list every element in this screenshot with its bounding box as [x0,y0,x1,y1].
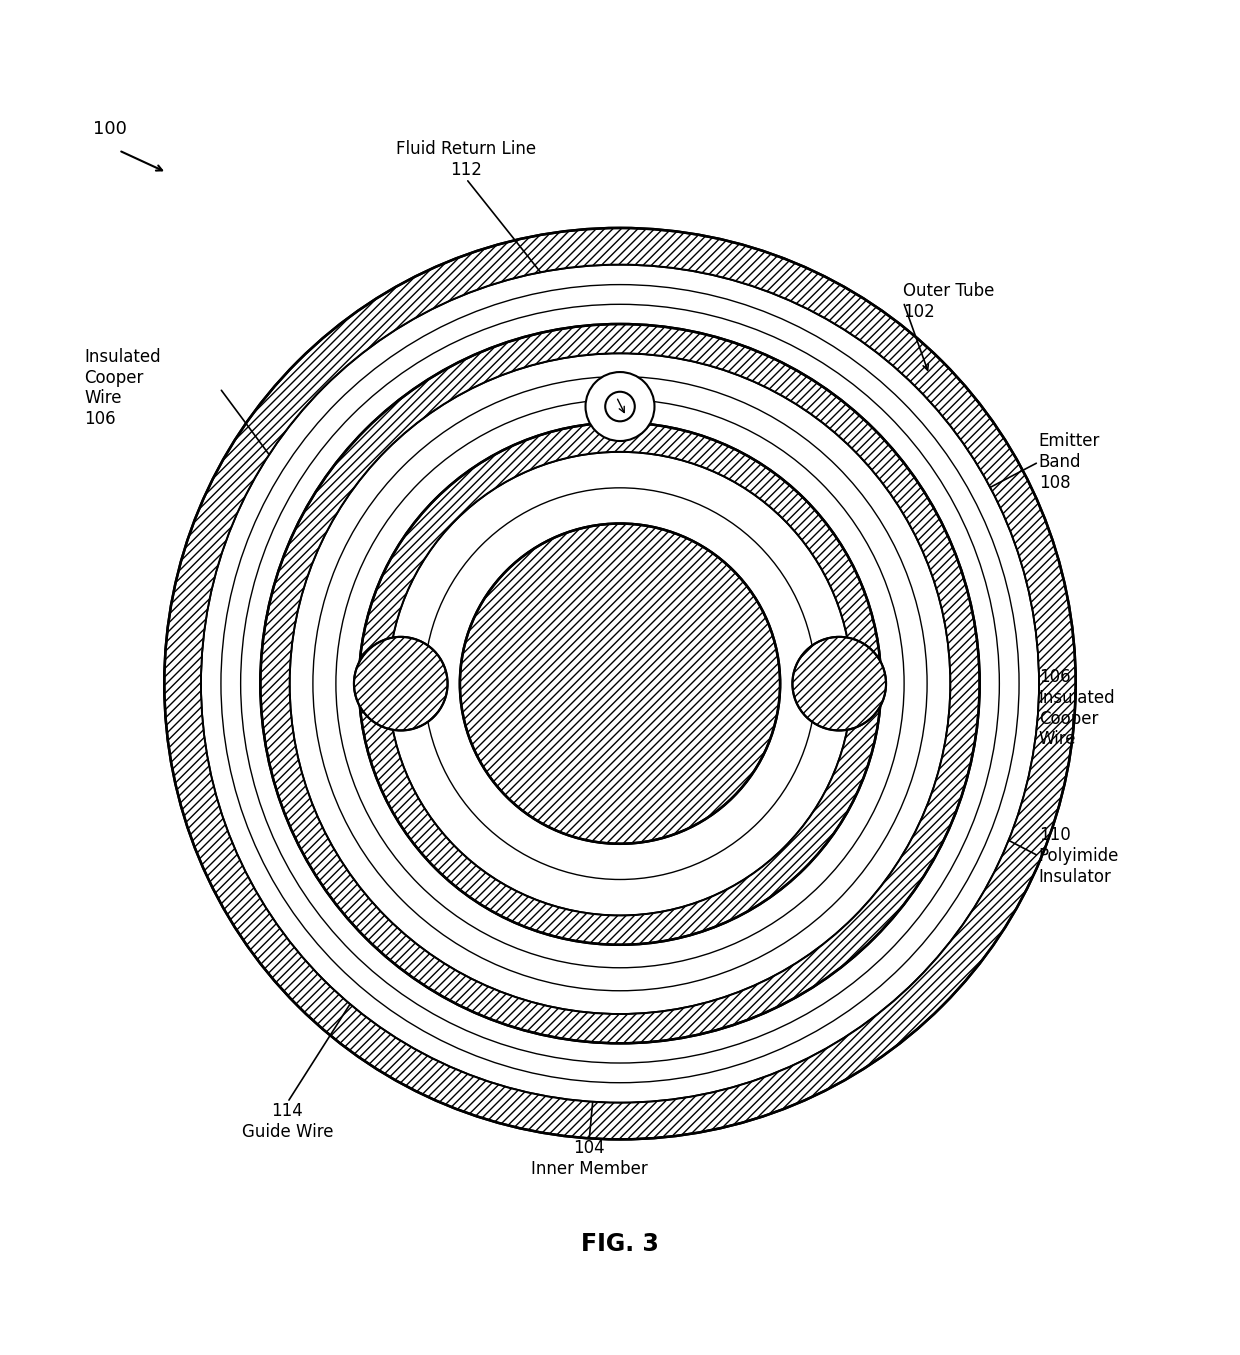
Circle shape [290,354,950,1014]
Text: Fluid Return Line
112: Fluid Return Line 112 [396,140,536,179]
Circle shape [460,523,780,844]
Circle shape [201,264,1039,1103]
Text: Insulated
Cooper
Wire
106: Insulated Cooper Wire 106 [84,348,161,428]
Text: Outer Tube
102: Outer Tube 102 [903,282,994,321]
Circle shape [164,228,1076,1140]
Circle shape [290,354,950,1014]
Text: 104
Inner Member: 104 Inner Member [531,1140,647,1179]
Text: 106
Insulated
Cooper
Wire: 106 Insulated Cooper Wire [1039,668,1116,748]
Circle shape [201,264,1039,1103]
Circle shape [792,637,887,730]
Circle shape [585,373,655,440]
Circle shape [388,453,852,915]
Text: 110
Polyimide
Insulator: 110 Polyimide Insulator [1039,827,1120,886]
Circle shape [388,453,852,915]
Circle shape [358,423,882,944]
Circle shape [353,637,448,730]
Text: Emitter
Band
108: Emitter Band 108 [1039,432,1100,492]
Text: 114
Guide Wire: 114 Guide Wire [242,1103,334,1141]
Text: FIG. 3: FIG. 3 [582,1232,658,1256]
Circle shape [605,392,635,421]
Circle shape [260,324,980,1043]
Text: 100: 100 [93,121,126,138]
Circle shape [164,228,1076,1140]
